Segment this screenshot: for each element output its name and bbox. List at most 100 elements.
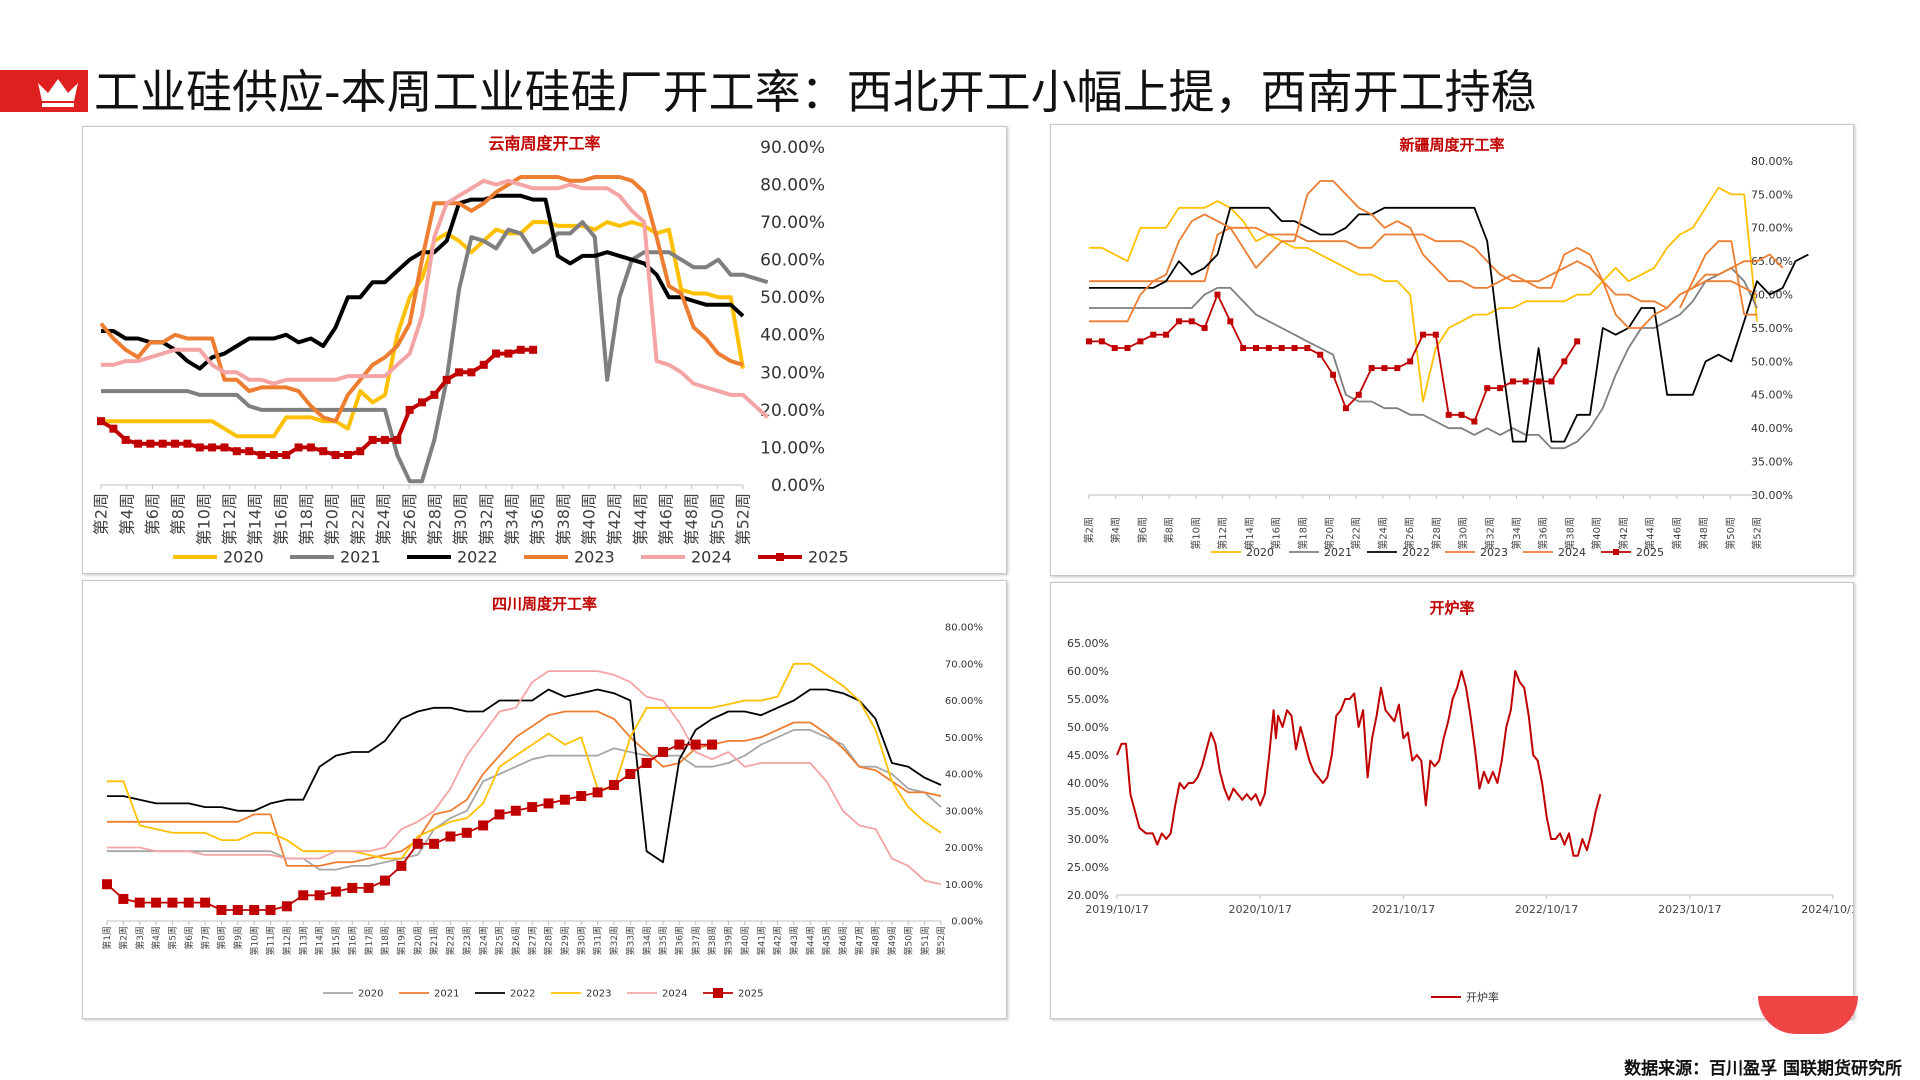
legend-marker <box>713 988 723 998</box>
x-tick-label: 第12周 <box>220 493 239 545</box>
sichuan-chart-panel: 四川周度开工率 0.00% 10.00% 20.00% 30.00% 40.00% 50.0… <box>82 580 1007 1019</box>
series-line-2020 <box>107 728 942 871</box>
y-tick-label: 50.00% <box>760 288 825 308</box>
legend-label: 2024 <box>662 989 687 1000</box>
series-point-2025 <box>516 345 525 354</box>
legend-label: 2020 <box>358 989 383 1000</box>
x-tick-label: 第38周 <box>706 926 718 955</box>
x-tick-label: 第12周 <box>281 926 293 955</box>
y-tick-label: 70.00% <box>945 659 983 670</box>
y-tick-label: 40.00% <box>760 326 825 346</box>
chart-title: 四川周度开工率 <box>492 595 597 613</box>
x-tick-label: 第30周 <box>575 926 587 955</box>
y-tick-label: 80.00% <box>760 176 825 196</box>
x-tick-label: 第41周 <box>755 926 767 955</box>
x-tick-label: 第46周 <box>837 926 849 955</box>
series-point-2025 <box>1342 405 1349 412</box>
x-tick-label: 第21周 <box>428 926 440 955</box>
x-tick-label: 第22周 <box>445 926 457 955</box>
series-point-2025 <box>1253 345 1259 352</box>
x-tick-label: 第16周 <box>271 493 290 545</box>
series-point-2025 <box>492 349 501 358</box>
series-point-2025 <box>171 439 180 448</box>
x-tick-label: 第40周 <box>580 493 599 545</box>
series-point-2025 <box>368 435 377 444</box>
x-tick-label: 第51周 <box>919 926 931 955</box>
series-line-2023 <box>107 662 942 860</box>
chart-title: 新疆周度开工率 <box>1399 136 1504 154</box>
x-tick-label: 第44周 <box>1644 517 1657 550</box>
series-point-2025 <box>330 886 341 897</box>
x-tick-label: 第50周 <box>1724 517 1737 550</box>
series-point-2025 <box>1265 345 1272 352</box>
y-tick-label: 50.00% <box>1751 355 1793 368</box>
x-tick-label: 第11周 <box>265 926 277 955</box>
legend-label: 2021 <box>1324 546 1352 559</box>
x-tick-label: 第47周 <box>853 926 865 955</box>
series-line-2024 <box>107 670 942 886</box>
series-point-2025 <box>363 882 374 893</box>
x-tick-label: 第18周 <box>379 926 391 955</box>
x-tick-label: 第19周 <box>396 926 408 955</box>
x-tick-label: 第36周 <box>674 926 686 955</box>
y-tick-label: 10.00% <box>760 438 825 458</box>
y-tick-label: 65.00% <box>1067 637 1109 650</box>
legend-label: 开炉率 <box>1466 990 1499 1004</box>
x-tick-label: 第20周 <box>412 926 424 955</box>
x-tick-label: 第42周 <box>772 926 784 955</box>
x-tick-label: 第30周 <box>451 493 470 545</box>
series-line-2022 <box>101 193 745 371</box>
legend-label: 2023 <box>1480 546 1508 559</box>
series-point-2025 <box>121 435 130 444</box>
series-point-2025 <box>331 450 340 459</box>
x-tick-label: 第10周 <box>248 926 260 955</box>
series-point-2025 <box>641 757 652 768</box>
xinjiang-chart: 新疆周度开工率 30.00% 35.00% 40.00% 45.00% 50.00% 55.… <box>1083 136 1809 559</box>
x-tick-label: 第34周 <box>641 926 653 955</box>
x-tick-label: 第16周 <box>346 926 358 955</box>
decorative-logo-edge <box>1758 996 1858 1034</box>
legend-label: 2025 <box>738 989 763 1000</box>
series-point-2025 <box>393 435 402 444</box>
series-point-2025 <box>1201 325 1208 331</box>
series-point-2025 <box>479 360 488 369</box>
series-point-2025 <box>356 447 365 456</box>
x-tick-label: 第48周 <box>1697 517 1710 550</box>
series-point-2025 <box>1330 371 1337 378</box>
series-point-2025 <box>455 368 464 377</box>
series-point-2025 <box>1124 345 1131 352</box>
series-point-2025 <box>412 838 423 849</box>
x-tick-label: 第14周 <box>314 926 326 955</box>
y-tick-label: 45.00% <box>1067 749 1109 762</box>
x-tick-label: 第28周 <box>1430 517 1443 550</box>
series-point-2025 <box>200 897 211 908</box>
series-point-2025 <box>658 746 668 757</box>
x-tick-label: 第13周 <box>297 926 309 955</box>
series-point-2025 <box>134 897 145 908</box>
x-tick-label: 第2周 <box>92 493 111 535</box>
series-point-2025 <box>442 375 451 384</box>
source-note: 数据来源：百川盈孚 国联期货研究所 <box>1624 1059 1902 1079</box>
series-point-2025 <box>418 398 426 407</box>
kailu-chart: 开炉率 20.00% 25.00% 30.00% 35.00% 40.00% 45.00% 5… <box>1067 599 1853 1004</box>
series-point-2025 <box>1355 391 1362 398</box>
series-point-2025 <box>245 447 254 456</box>
series-point-2025 <box>1420 331 1426 338</box>
series-point-2025 <box>1150 331 1157 338</box>
series-line-2022 <box>1089 206 1809 443</box>
x-tick-label: 第6周 <box>1136 517 1149 543</box>
series-line-开炉率 <box>1116 670 1602 857</box>
x-tick-label: 第52周 <box>1751 517 1764 550</box>
series-point-2025 <box>529 345 538 354</box>
x-tick-label: 第48周 <box>870 926 882 955</box>
x-tick-label: 第40周 <box>739 926 751 955</box>
x-tick-label: 第7周 <box>199 926 211 950</box>
series-line-2021b <box>1089 226 1758 309</box>
page-title: 工业硅供应-本周工业硅硅厂开工率：西北开工小幅上提，西南开工持稳 <box>94 65 1537 119</box>
yunnan-chart: 云南周度开工率 0.00% 10.00% 20.00% 30.00% 40.00% 50.0… <box>92 134 849 567</box>
series-point-2025 <box>282 450 291 459</box>
y-tick-label: 30.00% <box>1067 833 1109 846</box>
x-tick-label: 第52周 <box>935 926 947 955</box>
x-tick-label: 第18周 <box>297 493 316 545</box>
x-tick-label: 第46周 <box>657 493 676 545</box>
